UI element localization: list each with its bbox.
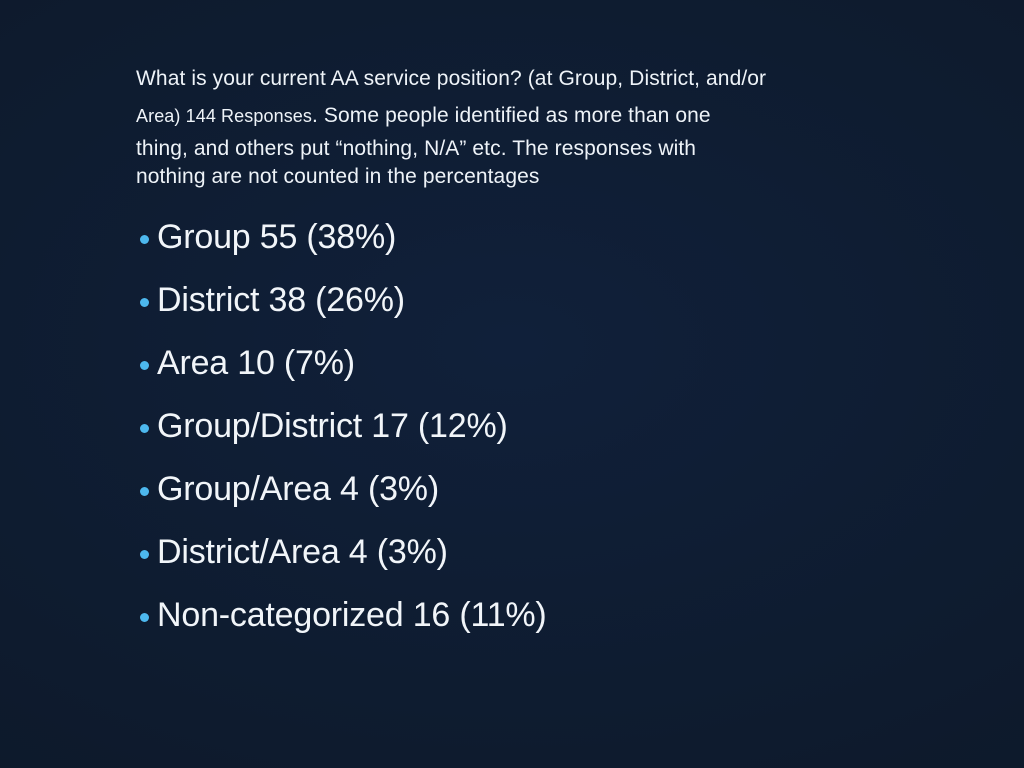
list-item-label: Non-categorized 16 (11%) bbox=[157, 596, 547, 634]
list-item: District 38 (26%) bbox=[136, 275, 956, 338]
title-responses-count: Area) 144 Responses bbox=[136, 106, 313, 126]
list-item: Group 55 (38%) bbox=[136, 212, 956, 275]
list-item: Group/District 17 (12%) bbox=[136, 401, 956, 464]
slide-title-block: What is your current AA service position… bbox=[136, 60, 860, 190]
title-line-1: What is your current AA service position… bbox=[136, 67, 767, 90]
title-line-3: thing, and others put “nothing, N/A” etc… bbox=[136, 137, 697, 160]
list-item: Area 10 (7%) bbox=[136, 338, 956, 401]
bullet-dot-icon bbox=[140, 613, 149, 622]
bullet-dot-icon bbox=[140, 298, 149, 307]
bullet-dot-icon bbox=[140, 361, 149, 370]
list-item: Non-categorized 16 (11%) bbox=[136, 590, 956, 653]
bullet-dot-icon bbox=[140, 550, 149, 559]
list-item-label: Group 55 (38%) bbox=[157, 218, 397, 256]
list-item-label: Area 10 (7%) bbox=[157, 344, 355, 382]
bullet-dot-icon bbox=[140, 487, 149, 496]
list-item-label: District/Area 4 (3%) bbox=[157, 533, 448, 571]
bullet-dot-icon bbox=[140, 235, 149, 244]
list-item: Group/Area 4 (3%) bbox=[136, 464, 956, 527]
list-item-label: District 38 (26%) bbox=[157, 281, 405, 319]
service-position-list: Group 55 (38%) District 38 (26%) Area 10… bbox=[136, 212, 956, 653]
list-item-label: Group/Area 4 (3%) bbox=[157, 470, 439, 508]
list-item-label: Group/District 17 (12%) bbox=[157, 407, 508, 445]
bullet-dot-icon bbox=[140, 424, 149, 433]
title-line-4: nothing are not counted in the percentag… bbox=[136, 164, 540, 188]
title-line-2: Area) 144 Responses. Some people identif… bbox=[136, 97, 860, 135]
title-line-2-rest: . Some people identified as more than on… bbox=[312, 104, 711, 127]
list-item: District/Area 4 (3%) bbox=[136, 527, 956, 590]
